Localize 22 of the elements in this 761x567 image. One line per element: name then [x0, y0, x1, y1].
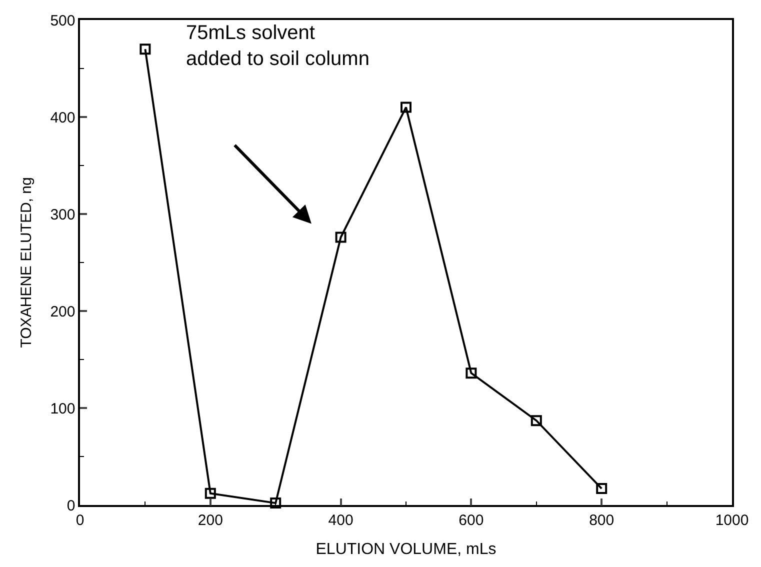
point — [596, 483, 608, 494]
x-tick-label: 1000 — [715, 512, 749, 529]
x-tick-label: 200 — [198, 512, 223, 529]
point — [270, 498, 282, 509]
point — [140, 44, 151, 55]
point — [204, 488, 216, 499]
point — [530, 415, 542, 426]
y-tick-label: 300 — [50, 206, 76, 224]
y-tick-label: 100 — [50, 400, 76, 418]
y-tick-label: 0 — [66, 497, 76, 514]
y-tick-label: 500 — [50, 12, 76, 30]
x-axis-title: ELUTION VOLUME, mLs — [316, 540, 496, 558]
y-axis-title: TOXAHENE ELUTED, ng — [18, 177, 35, 348]
point — [466, 368, 477, 379]
x-tick-label: 800 — [589, 512, 614, 529]
annotation: 75mLs solvent added to soil column — [186, 22, 370, 70]
x-tick-label: 400 — [328, 512, 354, 529]
y-tick-label: 400 — [50, 109, 76, 126]
x-tick-label: 600 — [458, 512, 484, 529]
y-tick-label: 200 — [50, 303, 76, 320]
point — [400, 102, 412, 113]
point — [335, 232, 346, 243]
